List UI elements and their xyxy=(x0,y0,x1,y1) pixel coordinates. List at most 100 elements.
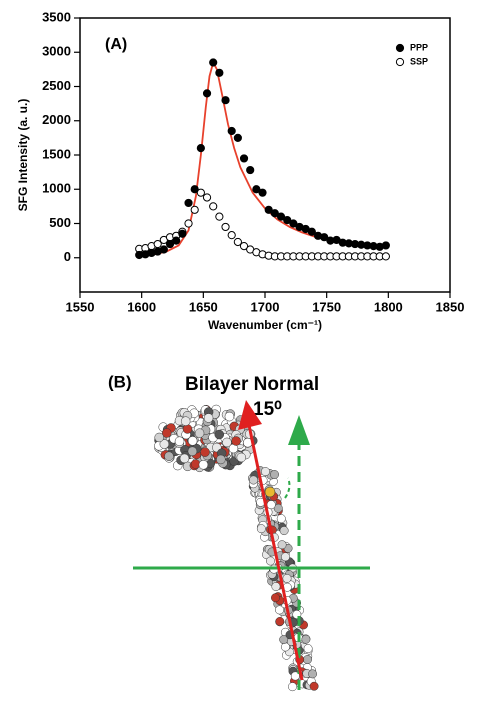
panel-title: Bilayer Normal xyxy=(185,374,319,395)
atom xyxy=(273,503,283,513)
data-point xyxy=(239,154,249,163)
data-point xyxy=(227,231,236,240)
atom xyxy=(303,655,312,664)
atom xyxy=(281,552,290,562)
atom xyxy=(256,524,266,534)
y-axis-label: SFG Intensity (a. u.) xyxy=(16,99,30,212)
atom xyxy=(271,582,281,592)
atom xyxy=(187,446,198,457)
data-point xyxy=(276,212,286,221)
normal-arrowhead xyxy=(288,415,310,445)
data-point xyxy=(202,89,212,98)
data-point xyxy=(233,133,242,142)
atom xyxy=(275,605,284,615)
atom xyxy=(194,428,205,438)
data-point xyxy=(209,58,218,67)
atom xyxy=(231,436,241,446)
atom xyxy=(216,454,226,465)
y-tick-label: 0 xyxy=(64,249,71,264)
x-tick-label: 1700 xyxy=(251,299,280,314)
data-point xyxy=(320,233,329,242)
y-tick-label: 2500 xyxy=(42,78,71,93)
angle-arc xyxy=(284,477,291,499)
atom xyxy=(214,429,225,440)
x-tick-label: 1800 xyxy=(374,299,403,314)
atom xyxy=(277,540,287,550)
panel-label: (B) xyxy=(108,372,132,391)
atom xyxy=(200,447,210,457)
x-tick-label: 1750 xyxy=(312,299,341,314)
molecule xyxy=(154,404,319,692)
data-point xyxy=(202,193,212,202)
atom xyxy=(154,432,164,443)
atom xyxy=(276,514,286,524)
data-point xyxy=(178,229,187,238)
y-tick-label: 1500 xyxy=(42,146,71,161)
data-point xyxy=(165,239,175,249)
atom xyxy=(224,411,235,422)
atom xyxy=(162,428,172,438)
helix-arrowhead xyxy=(238,400,262,430)
atom xyxy=(303,644,313,654)
data-point xyxy=(270,209,279,218)
atom xyxy=(159,439,170,449)
atom xyxy=(198,460,209,470)
atom xyxy=(266,500,276,510)
atom xyxy=(309,681,319,691)
x-tick-label: 1550 xyxy=(66,299,95,314)
data-point xyxy=(209,202,218,211)
atom xyxy=(249,475,258,485)
data-point xyxy=(381,241,390,250)
data-point xyxy=(381,252,390,261)
data-point xyxy=(258,188,267,197)
data-point xyxy=(221,96,230,105)
data-point xyxy=(215,212,224,221)
data-point xyxy=(246,165,255,175)
x-tick-label: 1600 xyxy=(127,299,156,314)
y-tick-label: 3500 xyxy=(42,9,71,24)
angle-label: 15⁰ xyxy=(253,399,282,420)
data-point xyxy=(239,242,249,251)
atom xyxy=(236,452,247,463)
legend-label: SSP xyxy=(410,56,428,66)
data-point xyxy=(172,236,181,245)
atom xyxy=(308,669,318,679)
data-point xyxy=(264,205,273,214)
data-point xyxy=(196,188,205,197)
atom xyxy=(288,682,297,692)
legend-marker xyxy=(395,57,405,67)
atom xyxy=(261,467,270,477)
data-point xyxy=(159,245,168,254)
data-point xyxy=(252,185,261,194)
atom xyxy=(282,573,292,583)
atom xyxy=(290,671,300,681)
atom xyxy=(174,436,185,447)
data-point xyxy=(283,215,292,225)
helix-arrow xyxy=(247,424,304,681)
atom xyxy=(279,635,289,644)
data-point xyxy=(190,205,199,214)
atom xyxy=(271,593,280,603)
atom xyxy=(266,556,275,566)
atom xyxy=(187,436,198,446)
y-tick-label: 1000 xyxy=(42,181,71,196)
atom xyxy=(301,634,311,644)
x-tick-label: 1650 xyxy=(189,299,218,314)
atom xyxy=(164,451,174,462)
y-tick-label: 3000 xyxy=(42,44,71,59)
fit-line xyxy=(139,60,386,257)
data-point xyxy=(233,237,242,247)
atom xyxy=(179,453,190,464)
atom xyxy=(270,470,279,479)
atom xyxy=(279,526,289,536)
data-point xyxy=(215,68,224,77)
y-tick-label: 2000 xyxy=(42,112,71,127)
atom xyxy=(222,437,232,448)
data-point xyxy=(307,227,316,236)
data-point xyxy=(184,219,193,228)
atom xyxy=(203,413,214,423)
data-point xyxy=(227,126,236,136)
atom xyxy=(275,617,285,626)
data-point xyxy=(221,222,230,232)
